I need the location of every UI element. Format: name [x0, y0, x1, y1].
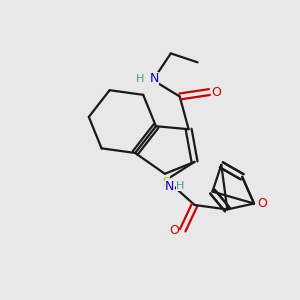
Text: O: O	[257, 197, 267, 210]
Text: H: H	[136, 74, 145, 84]
Text: H: H	[176, 181, 184, 191]
Text: N: N	[150, 72, 159, 85]
Text: N: N	[165, 180, 175, 193]
Text: O: O	[211, 85, 221, 98]
Text: S: S	[162, 176, 170, 189]
Text: O: O	[169, 224, 179, 237]
